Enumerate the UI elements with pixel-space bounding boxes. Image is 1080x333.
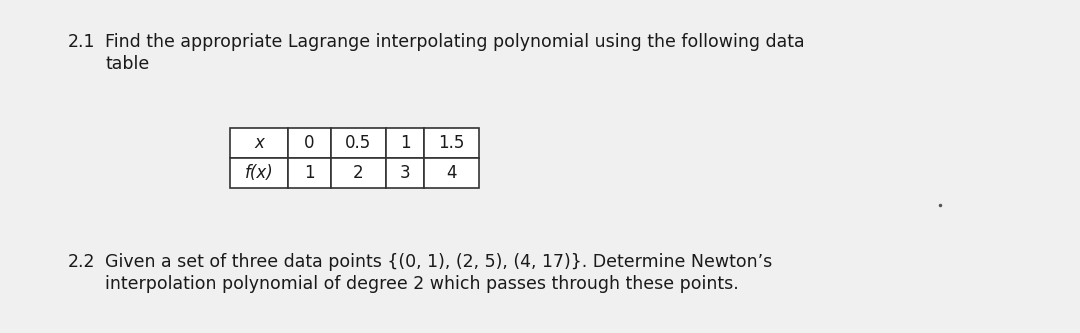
Bar (386, 158, 424, 188)
Text: 0.5: 0.5 (346, 134, 372, 152)
Text: 2.2: 2.2 (68, 253, 95, 271)
Text: 1.5: 1.5 (438, 134, 464, 152)
Text: 1: 1 (305, 164, 314, 182)
Bar (230, 158, 288, 188)
Text: table: table (105, 55, 149, 73)
Text: f(x): f(x) (245, 164, 273, 182)
Text: 4: 4 (446, 164, 457, 182)
Bar (288, 128, 330, 158)
Text: 0: 0 (305, 134, 314, 152)
Text: Given a set of three data points {(0, 1), (2, 5), (4, 17)}. Determine Newton’s: Given a set of three data points {(0, 1)… (105, 253, 772, 271)
Text: 1: 1 (400, 134, 410, 152)
Bar (330, 158, 386, 188)
Bar (288, 158, 330, 188)
Text: 3: 3 (400, 164, 410, 182)
Text: x: x (254, 134, 264, 152)
Text: interpolation polynomial of degree 2 which passes through these points.: interpolation polynomial of degree 2 whi… (105, 275, 739, 293)
Bar (424, 128, 480, 158)
Bar (386, 128, 424, 158)
Text: 2: 2 (353, 164, 364, 182)
Bar (330, 128, 386, 158)
Bar (424, 158, 480, 188)
Text: Find the appropriate Lagrange interpolating polynomial using the following data: Find the appropriate Lagrange interpolat… (105, 33, 805, 51)
Text: 2.1: 2.1 (68, 33, 95, 51)
Bar (230, 128, 288, 158)
